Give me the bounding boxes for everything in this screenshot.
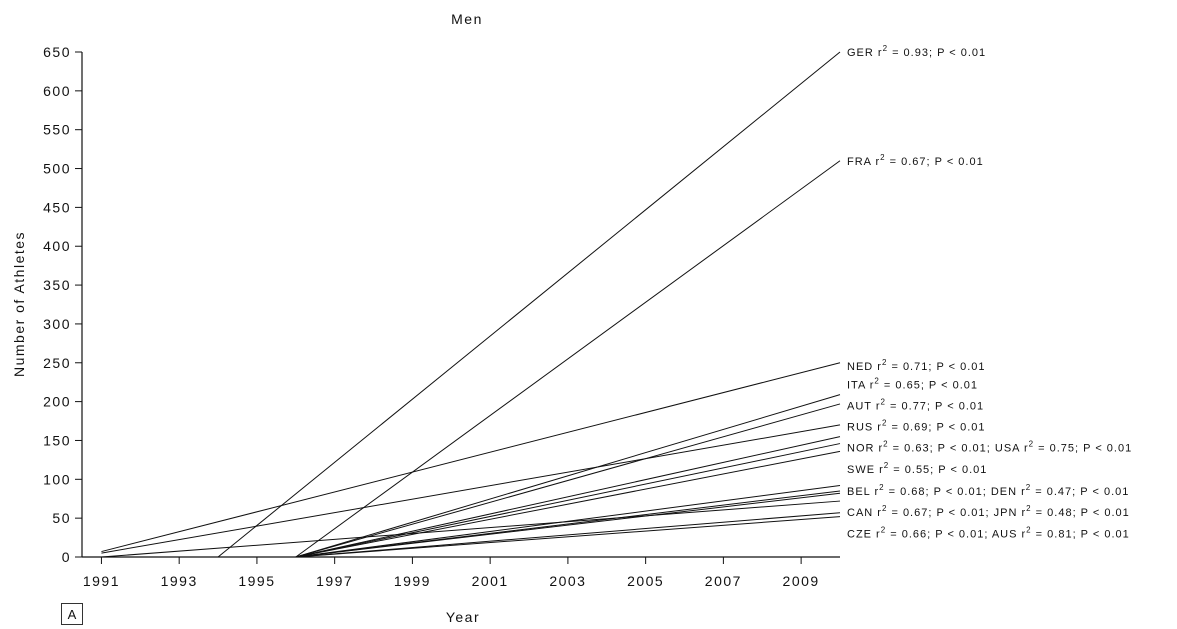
y-tick-label: 300 [43, 316, 71, 332]
annotation-text: = 0.47; P < 0.01 [1031, 486, 1129, 498]
series-annotation: AUT r2 = 0.77; P < 0.01 [847, 398, 984, 413]
annotation-text: = 0.81; P < 0.01 [1032, 529, 1130, 541]
y-tick-label: 400 [43, 238, 71, 254]
series-annotation: RUS r2 = 0.69; P < 0.01 [847, 418, 986, 433]
x-tick-label: 1993 [161, 573, 198, 589]
series-line-nor [295, 436, 841, 558]
y-tick-label: 150 [43, 432, 71, 448]
superscript: 2 [1026, 504, 1031, 513]
x-axis-label: Year [446, 609, 480, 625]
series-line-aut [295, 403, 841, 558]
annotation-text: = 0.67; P < 0.01; JPN r [887, 507, 1026, 519]
y-tick-label: 250 [43, 355, 71, 371]
annotation-text: = 0.77; P < 0.01 [886, 401, 984, 413]
series-line-swe [295, 450, 841, 558]
annotation-text: FRA r [847, 156, 880, 168]
y-tick-label: 100 [43, 471, 71, 487]
x-tick-label: 2007 [705, 573, 742, 589]
series-annotation: NED r2 = 0.71; P < 0.01 [847, 358, 986, 373]
series-line-fra [295, 160, 841, 558]
superscript: 2 [1026, 483, 1031, 492]
annotation-text: CZE r [847, 529, 881, 541]
series-annotation: CAN r2 = 0.67; P < 0.01; JPN r2 = 0.48; … [847, 504, 1130, 519]
superscript: 2 [1029, 439, 1034, 448]
annotation-text: RUS r [847, 421, 882, 433]
chart-title: Men [451, 11, 483, 27]
series-lines [101, 51, 841, 558]
y-tick-label: 500 [43, 161, 71, 177]
annotation-text: = 0.66; P < 0.01; AUS r [886, 529, 1026, 541]
series-annotation: NOR r2 = 0.63; P < 0.01; USA r2 = 0.75; … [847, 439, 1132, 454]
series-line-can [295, 492, 841, 558]
series-line-rus [101, 424, 841, 554]
series-annotation: BEL r2 = 0.68; P < 0.01; DEN r2 = 0.47; … [847, 483, 1129, 498]
annotation-text: = 0.55; P < 0.01 [889, 464, 987, 476]
series-line-ger [217, 51, 841, 558]
y-tick-label: 50 [52, 510, 71, 526]
superscript: 2 [879, 483, 884, 492]
series-line-ned [101, 362, 841, 553]
annotation-text: ITA r [847, 380, 874, 392]
annotation-text: = 0.69; P < 0.01 [887, 421, 985, 433]
superscript: 2 [880, 153, 885, 162]
x-tick-label: 2001 [472, 573, 509, 589]
superscript: 2 [881, 526, 886, 535]
x-tick-label: 1997 [316, 573, 353, 589]
x-tick-label: 1991 [83, 573, 120, 589]
annotation-text: GER r [847, 47, 883, 59]
annotation-text: = 0.75; P < 0.01 [1034, 442, 1132, 454]
superscript: 2 [882, 504, 887, 513]
series-annotation: SWE r2 = 0.55; P < 0.01 [847, 461, 987, 476]
x-tick-label: 1995 [238, 573, 275, 589]
series-annotation: GER r2 = 0.93; P < 0.01 [847, 44, 986, 59]
superscript: 2 [881, 398, 886, 407]
annotation-text: AUT r [847, 401, 881, 413]
superscript: 2 [883, 44, 888, 53]
series-annotation: CZE r2 = 0.66; P < 0.01; AUS r2 = 0.81; … [847, 526, 1130, 541]
annotation-text: CAN r [847, 507, 882, 519]
x-tick-label: 1999 [394, 573, 431, 589]
annotation-text: = 0.67; P < 0.01 [886, 156, 984, 168]
annotation-text: = 0.68; P < 0.01; DEN r [885, 486, 1026, 498]
y-tick-label: 200 [43, 394, 71, 410]
annotation-text: NED r [847, 361, 882, 373]
annotation-text: = 0.93; P < 0.01 [888, 47, 986, 59]
annotation-text: = 0.71; P < 0.01 [887, 361, 985, 373]
superscript: 2 [882, 358, 887, 367]
axes: 0 50 100 150 200 250 300 350 400 450 500 550 600 650 1… [43, 44, 840, 589]
series-annotation: FRA r2 = 0.67; P < 0.01 [847, 153, 984, 168]
x-tick-label: 2005 [627, 573, 664, 589]
y-tick-label: 0 [62, 549, 71, 565]
superscript: 2 [1026, 526, 1031, 535]
y-tick-label: 550 [43, 122, 71, 138]
series-annotation: ITA r2 = 0.65; P < 0.01 [847, 377, 978, 392]
annotation-text: SWE r [847, 464, 884, 476]
panel-label: A [61, 603, 83, 625]
y-axis-label: Number of Athletes [11, 231, 27, 377]
y-tick-label: 450 [43, 199, 71, 215]
series-line-usa [295, 443, 841, 558]
superscript: 2 [874, 377, 879, 386]
annotation-text: = 0.65; P < 0.01 [880, 380, 978, 392]
superscript: 2 [882, 418, 887, 427]
annotation-text: = 0.48; P < 0.01 [1032, 507, 1130, 519]
y-tick-label: 650 [43, 44, 71, 60]
annotation-text: NOR r [847, 442, 883, 454]
superscript: 2 [884, 461, 889, 470]
series-line-cze [295, 512, 841, 558]
annotation-text: = 0.63; P < 0.01; USA r [889, 442, 1029, 454]
annotation-text: BEL r [847, 486, 879, 498]
x-tick-label: 2003 [549, 573, 586, 589]
y-tick-label: 600 [43, 83, 71, 99]
series-line-ita [295, 394, 841, 558]
y-tick-label: 350 [43, 277, 71, 293]
superscript: 2 [883, 439, 888, 448]
series-line-jpn [101, 500, 841, 558]
series-line-aus [295, 516, 841, 558]
x-tick-label: 2009 [783, 573, 820, 589]
